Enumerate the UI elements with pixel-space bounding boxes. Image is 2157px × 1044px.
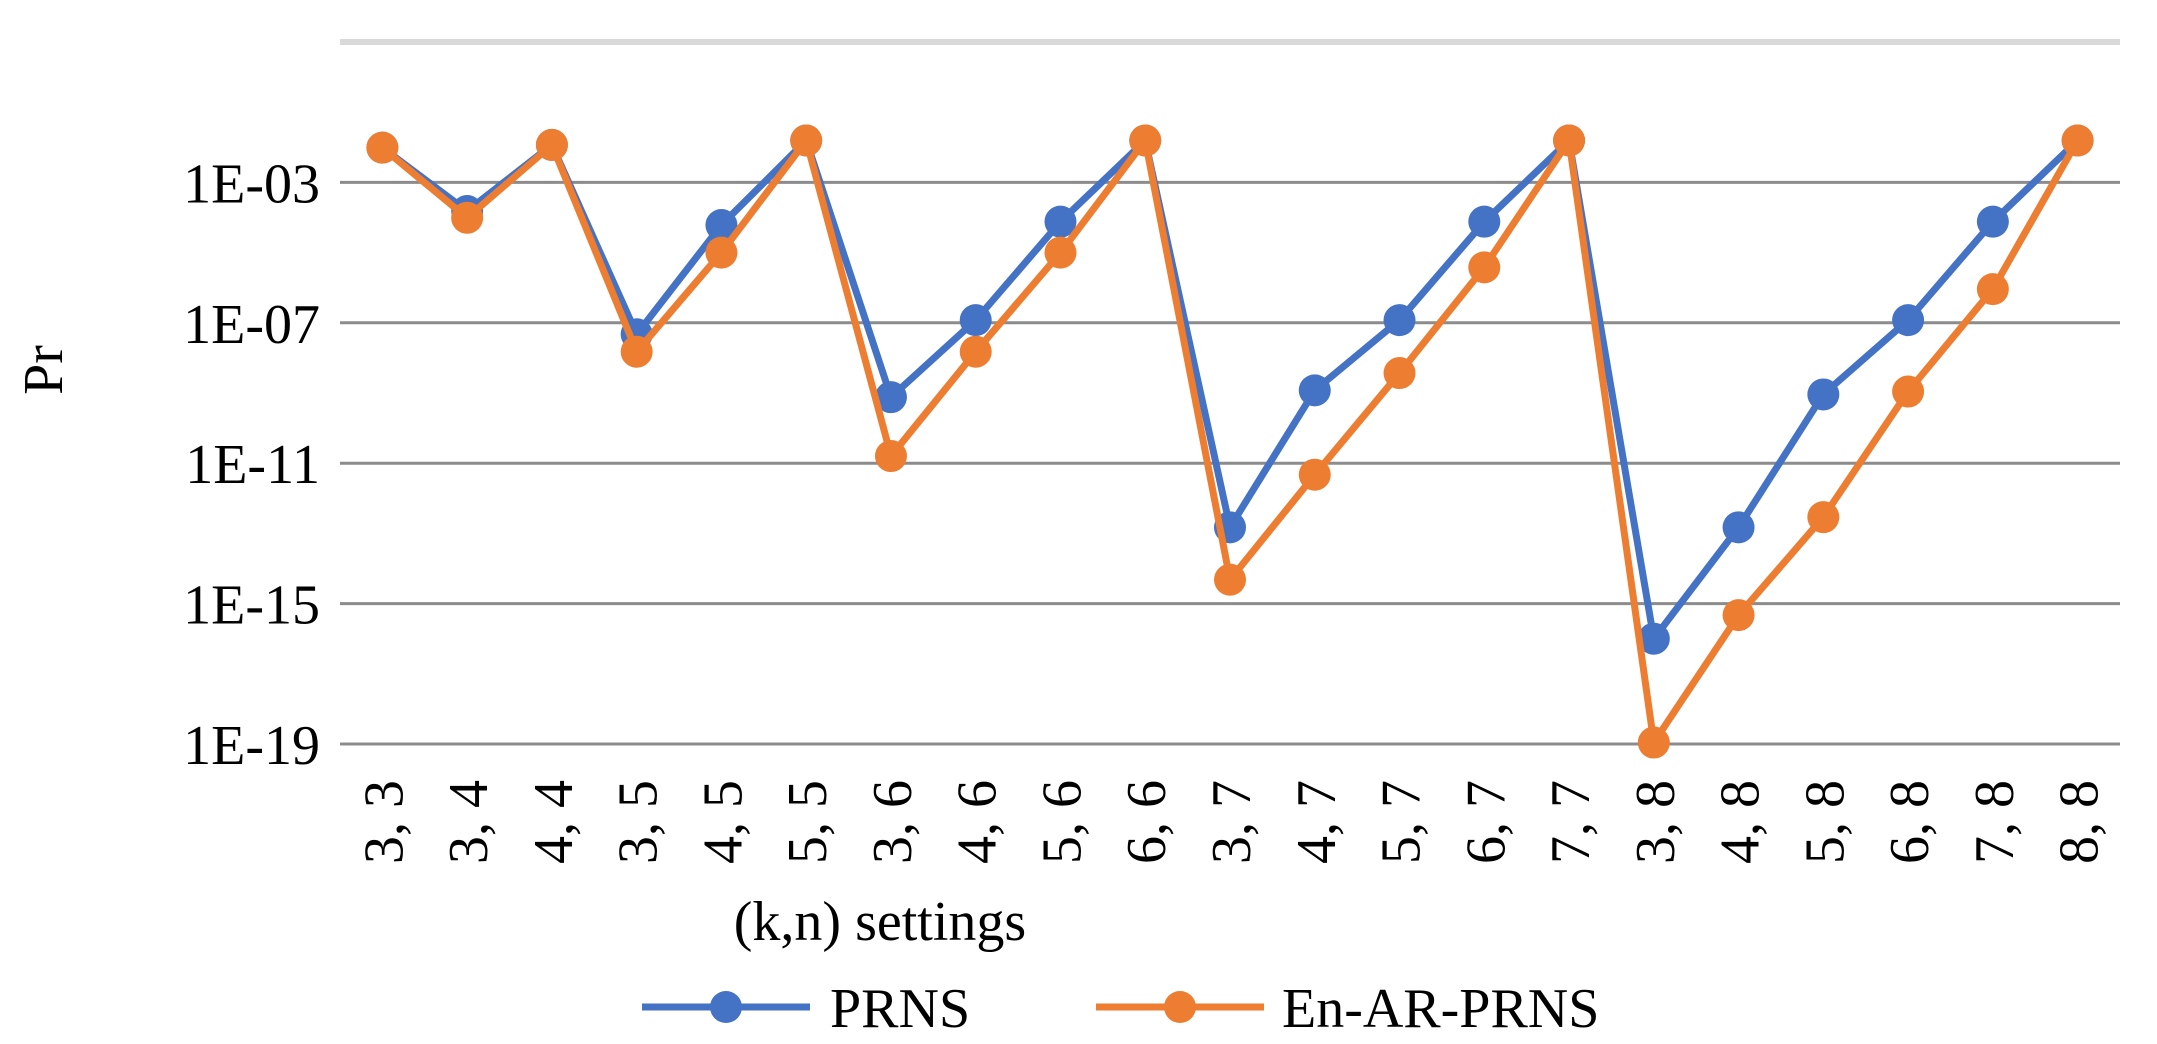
data-point [1553, 124, 1586, 157]
x-tick-label: 5, 8 [1794, 780, 1856, 864]
y-axis-ticks: 1E-19 1E-15 1E-11 1E-07 1E-03 [183, 153, 320, 777]
legend-label: En-AR-PRNS [1282, 978, 1599, 1040]
y-axis-title: Pr [13, 345, 75, 395]
y-tick-label: 1E-03 [183, 153, 320, 215]
data-point [874, 381, 907, 414]
data-point [1044, 205, 1077, 238]
data-point [1468, 251, 1501, 284]
data-point [1383, 357, 1416, 390]
data-point [366, 131, 399, 164]
x-tick-label: 5, 6 [1031, 780, 1093, 864]
legend-swatch-marker [1164, 991, 1196, 1023]
data-point [1468, 205, 1501, 238]
data-point [1976, 273, 2009, 306]
data-point [2061, 124, 2094, 157]
x-tick-label: 4, 6 [947, 780, 1009, 864]
data-point [451, 201, 484, 234]
series-layer [366, 124, 2094, 759]
data-point [874, 440, 907, 473]
x-tick-label: 5, 7 [1371, 780, 1433, 864]
data-point [1722, 511, 1755, 544]
x-tick-label: 4, 4 [523, 780, 585, 864]
x-tick-label: 3, 6 [862, 780, 924, 864]
legend: PRNS En-AR-PRNS [642, 978, 1599, 1040]
data-point [1044, 236, 1077, 269]
y-tick-label: 1E-19 [183, 715, 320, 777]
series-line [378, 137, 2082, 746]
data-point [620, 335, 653, 368]
legend-swatch-marker [710, 991, 742, 1023]
legend-item: PRNS [642, 978, 970, 1040]
y-tick-label: 1E-11 [185, 434, 320, 496]
y-tick-label: 1E-15 [183, 575, 320, 637]
data-point [1129, 124, 1162, 157]
x-tick-label: 7, 8 [1964, 780, 2026, 864]
data-point [1976, 205, 2009, 238]
legend-item: En-AR-PRNS [1096, 978, 1599, 1040]
x-tick-label: 7, 7 [1540, 780, 1602, 864]
data-point [1892, 304, 1925, 337]
data-point [1892, 375, 1925, 408]
data-point [959, 335, 992, 368]
data-point [1298, 374, 1331, 407]
x-tick-label: 3, 4 [438, 780, 500, 864]
x-axis-title: (k,n) settings [734, 891, 1026, 953]
gridlines [340, 39, 2120, 746]
x-tick-label: 3, 8 [1625, 780, 1687, 864]
x-tick-label: 6, 8 [1879, 780, 1941, 864]
x-tick-label: 6, 6 [1116, 780, 1178, 864]
data-point [705, 209, 738, 242]
data-point [1807, 378, 1840, 411]
data-point [1637, 622, 1670, 655]
data-point [1383, 304, 1416, 337]
x-tick-label: 4, 7 [1286, 780, 1348, 864]
x-tick-label: 8, 8 [2049, 780, 2111, 864]
data-point [705, 236, 738, 269]
data-point [1298, 458, 1331, 491]
x-tick-label: 6, 7 [1455, 780, 1517, 864]
x-tick-label: 3, 5 [608, 780, 670, 864]
y-tick-label: 1E-07 [183, 294, 320, 356]
data-point [535, 128, 568, 161]
x-tick-label: 3, 7 [1201, 780, 1263, 864]
data-point [959, 304, 992, 337]
x-axis-ticks: 3, 3 3, 4 4, 4 3, 5 4, 5 5, 5 3, 6 4, 6 5, 6 6, 6… [353, 780, 2110, 864]
data-point [1722, 599, 1755, 632]
x-tick-label: 4, 8 [1710, 780, 1772, 864]
data-point [790, 124, 823, 157]
series-2 [366, 124, 2094, 759]
x-tick-label: 5, 5 [777, 780, 839, 864]
legend-label: PRNS [830, 978, 970, 1040]
data-point [1637, 726, 1670, 759]
x-tick-label: 4, 5 [692, 780, 754, 864]
data-point [1214, 563, 1246, 596]
data-point [1807, 501, 1840, 534]
x-tick-label: 3, 3 [353, 780, 415, 864]
